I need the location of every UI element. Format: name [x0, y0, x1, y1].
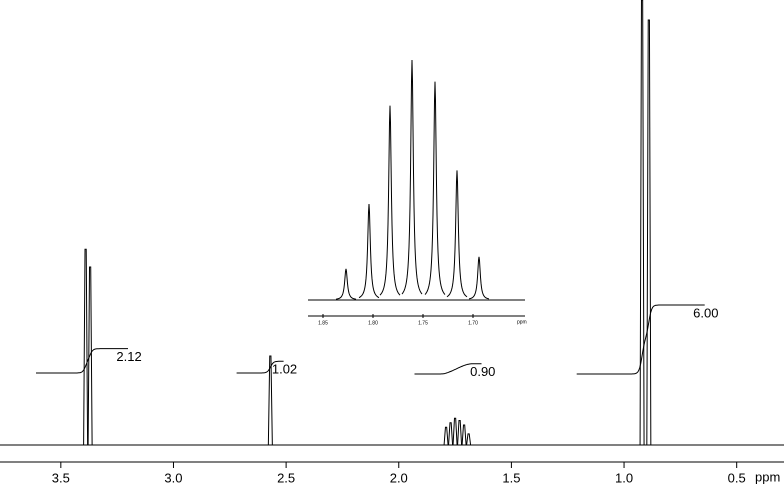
peak: [646, 19, 652, 446]
peak: [267, 355, 273, 446]
x-tick-label: 3.0: [164, 470, 182, 485]
peak: [448, 422, 454, 446]
inset-x-axis-label: ppm: [517, 319, 527, 325]
integral-curve: [414, 363, 482, 375]
x-tick-label: 1.5: [502, 470, 520, 485]
peak: [83, 248, 89, 446]
inset-peak: [379, 105, 401, 296]
peak: [457, 420, 463, 446]
x-tick-label: 2.0: [390, 470, 408, 485]
inset-peak: [358, 203, 380, 299]
peak: [452, 417, 458, 446]
peak: [639, 0, 645, 446]
inset-peak: [401, 59, 423, 295]
integral-curve: [236, 360, 284, 374]
peak: [461, 424, 467, 446]
integral-curve: [36, 348, 128, 374]
x-tick-label: 0.5: [728, 470, 746, 485]
inset-x-tick-label: 1.85: [318, 320, 328, 326]
integral-curve: [576, 304, 705, 375]
x-tick-label: 1.0: [615, 470, 633, 485]
integral-label: 6.00: [693, 305, 718, 320]
inset-peak: [446, 170, 468, 298]
x-tick-label: 3.5: [52, 470, 70, 485]
inset-x-tick-label: 1.80: [368, 320, 378, 326]
x-tick-label: 2.5: [277, 470, 295, 485]
peak: [466, 433, 472, 446]
peak: [87, 266, 93, 446]
inset-peak: [468, 256, 490, 300]
integral-label: 0.90: [470, 364, 495, 379]
inset-x-tick-label: 1.75: [418, 320, 428, 326]
integral-label: 2.12: [116, 349, 141, 364]
inset-peak: [335, 268, 357, 300]
inset-peak: [424, 81, 446, 295]
integral-label: 1.02: [272, 362, 297, 377]
x-axis-label: ppm: [755, 469, 780, 484]
peak: [443, 426, 449, 446]
inset-x-tick-label: 1.70: [468, 320, 478, 326]
